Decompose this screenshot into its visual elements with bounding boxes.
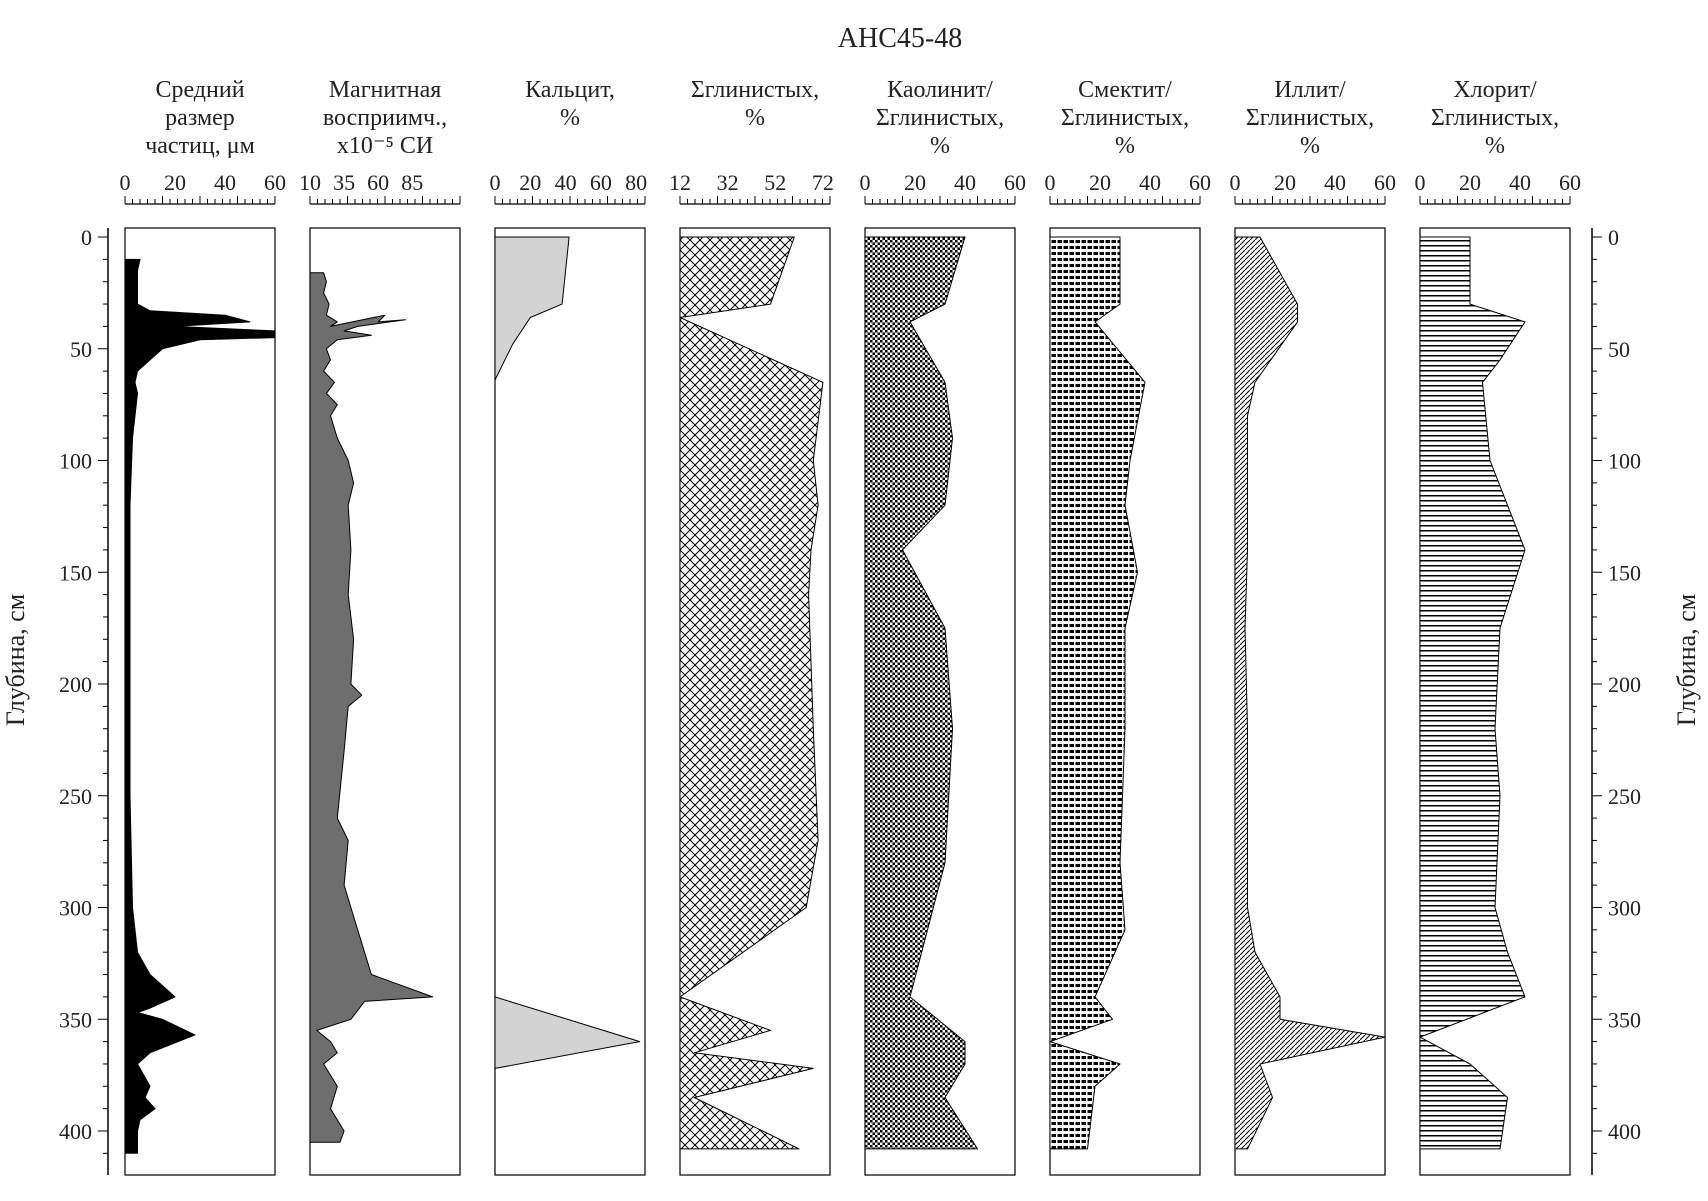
depth-tick-label-left: 300 bbox=[59, 896, 92, 921]
depth-tick-label-left: 200 bbox=[59, 672, 92, 697]
panel-x-tick-label: 60 bbox=[590, 170, 612, 195]
panel-x-tick-label: 0 bbox=[860, 170, 871, 195]
chart-title: АНС45-48 bbox=[838, 23, 962, 54]
panel-x-tick-label: 0 bbox=[120, 170, 131, 195]
panel-x-tick-label: 0 bbox=[1415, 170, 1426, 195]
panel-x-tick-label: 85 bbox=[401, 170, 423, 195]
panel-header-line: восприимч., bbox=[323, 105, 447, 131]
panel-x-tick-label: 40 bbox=[1324, 170, 1346, 195]
depth-tick-label-right: 50 bbox=[1608, 337, 1630, 362]
panel-x-tick-label: 52 bbox=[764, 170, 786, 195]
depth-tick-label-right: 350 bbox=[1608, 1007, 1641, 1032]
panel-5: Каолинит/Σглинистых,% 0 20 40 60 bbox=[860, 77, 1026, 1176]
panel-header-line: размер bbox=[165, 105, 235, 131]
panel-profile-area bbox=[679, 236, 824, 1150]
panel-x-tick-label: 0 bbox=[1045, 170, 1056, 195]
depth-tick-label-left: 150 bbox=[59, 560, 92, 585]
depth-axis-label-left: Глубина, см bbox=[1, 594, 30, 726]
depth-tick-label-right: 300 bbox=[1608, 896, 1641, 921]
panel-header-line: % bbox=[1115, 133, 1135, 159]
depth-tick-label-right: 250 bbox=[1608, 784, 1641, 809]
panel-6: Смектит/Σглинистых,% 0 20 40 60 bbox=[1045, 77, 1211, 1176]
panel-x-tick-label: 20 bbox=[1274, 170, 1296, 195]
panel-x-tick-label: 35 bbox=[333, 170, 355, 195]
panel-profile-area bbox=[864, 236, 978, 1150]
panel-x-tick-label: 20 bbox=[1459, 170, 1481, 195]
panel-x-tick-label: 0 bbox=[490, 170, 501, 195]
panel-profile-area bbox=[309, 272, 434, 1143]
panel-4: Σглинистых,% 12 32 52 72 bbox=[669, 77, 834, 1176]
panel-x-tick-label: 40 bbox=[1139, 170, 1161, 195]
panel-x-tick-label: 20 bbox=[1089, 170, 1111, 195]
panel-header-line: Магнитная bbox=[329, 77, 442, 103]
panel-x-tick-label: 60 bbox=[1189, 170, 1211, 195]
panel-header-line: Σглинистых, bbox=[691, 77, 819, 103]
depth-tick-label-right: 100 bbox=[1608, 449, 1641, 474]
panel-x-tick-label: 80 bbox=[625, 170, 647, 195]
panel-header-line: Смектит/ bbox=[1078, 77, 1172, 103]
depth-axis-right: 0 50 100 150 200 250 300 350 400 bbox=[1591, 225, 1641, 1175]
panel-x-tick-label: 40 bbox=[555, 170, 577, 195]
panel-header-line: % bbox=[745, 105, 765, 131]
panel-x-tick-label: 40 bbox=[954, 170, 976, 195]
panel-profile-area bbox=[1234, 236, 1386, 1150]
panel-x-tick-label: 10 bbox=[299, 170, 321, 195]
panel-x-tick-label: 60 bbox=[1559, 170, 1581, 195]
panel-header-line: % bbox=[560, 105, 580, 131]
panel-x-tick-label: 0 bbox=[1230, 170, 1241, 195]
panel-header-line: % bbox=[930, 133, 950, 159]
depth-tick-label-left: 400 bbox=[59, 1119, 92, 1144]
depth-tick-label-right: 150 bbox=[1608, 560, 1641, 585]
panel-x-tick-label: 32 bbox=[717, 170, 739, 195]
panel-header-line: Средний bbox=[155, 77, 244, 103]
panel-header-line: Хлорит/ bbox=[1453, 77, 1537, 103]
panel-header-line: Кальцит, bbox=[525, 77, 615, 103]
depth-tick-label-left: 250 bbox=[59, 784, 92, 809]
depth-tick-label-left: 100 bbox=[59, 449, 92, 474]
panel-x-tick-label: 60 bbox=[264, 170, 286, 195]
panel-header-line: Σглинистых, bbox=[1246, 105, 1374, 131]
panel-header-line: % bbox=[1300, 133, 1320, 159]
panel-profile-area bbox=[124, 258, 276, 1154]
panel-x-tick-label: 60 bbox=[367, 170, 389, 195]
panel-profile-area bbox=[1419, 236, 1526, 1150]
panel-x-tick-label: 72 bbox=[812, 170, 834, 195]
panel-x-tick-label: 20 bbox=[519, 170, 541, 195]
panel-header-line: Σглинистых, bbox=[1061, 105, 1189, 131]
depth-axis-label-right: Глубина, см bbox=[1672, 594, 1701, 726]
panel-8: Хлорит/Σглинистых,% 0 20 40 60 bbox=[1415, 77, 1581, 1176]
panel-x-tick-label: 20 bbox=[904, 170, 926, 195]
depth-tick-label-left: 50 bbox=[70, 337, 92, 362]
depth-axis-left: 0 50 100 150 200 250 300 350 400 bbox=[59, 225, 109, 1175]
depth-tick-label-right: 0 bbox=[1608, 225, 1619, 250]
depth-tick-label-right: 400 bbox=[1608, 1119, 1641, 1144]
panel-x-tick-label: 20 bbox=[164, 170, 186, 195]
depth-tick-label-left: 0 bbox=[81, 225, 92, 250]
panel-header-line: % bbox=[1485, 133, 1505, 159]
panel-header-line: частиц, μм bbox=[145, 133, 255, 159]
panel-header-line: Каолинит/ bbox=[887, 77, 993, 103]
panel-x-tick-label: 12 bbox=[669, 170, 691, 195]
panel-3: Кальцит,% 0 20 40 60 80 bbox=[490, 77, 647, 1176]
panel-header-line: Σглинистых, bbox=[1431, 105, 1559, 131]
panel-x-tick-label: 60 bbox=[1004, 170, 1026, 195]
panel-header-line: Σглинистых, bbox=[876, 105, 1004, 131]
panel-profile-area bbox=[494, 236, 641, 1069]
panel-x-tick-label: 40 bbox=[1509, 170, 1531, 195]
panel-profile-area bbox=[1049, 236, 1146, 1150]
depth-tick-label-right: 200 bbox=[1608, 672, 1641, 697]
panel-x-tick-label: 40 bbox=[214, 170, 236, 195]
panel-7: Иллит/Σглинистых,% 0 20 40 60 bbox=[1230, 77, 1396, 1176]
panel-header-line: x10⁻⁵ СИ bbox=[337, 133, 433, 159]
panel-header-line: Иллит/ bbox=[1274, 77, 1346, 103]
panel-x-tick-label: 60 bbox=[1374, 170, 1396, 195]
depth-tick-label-left: 350 bbox=[59, 1007, 92, 1032]
